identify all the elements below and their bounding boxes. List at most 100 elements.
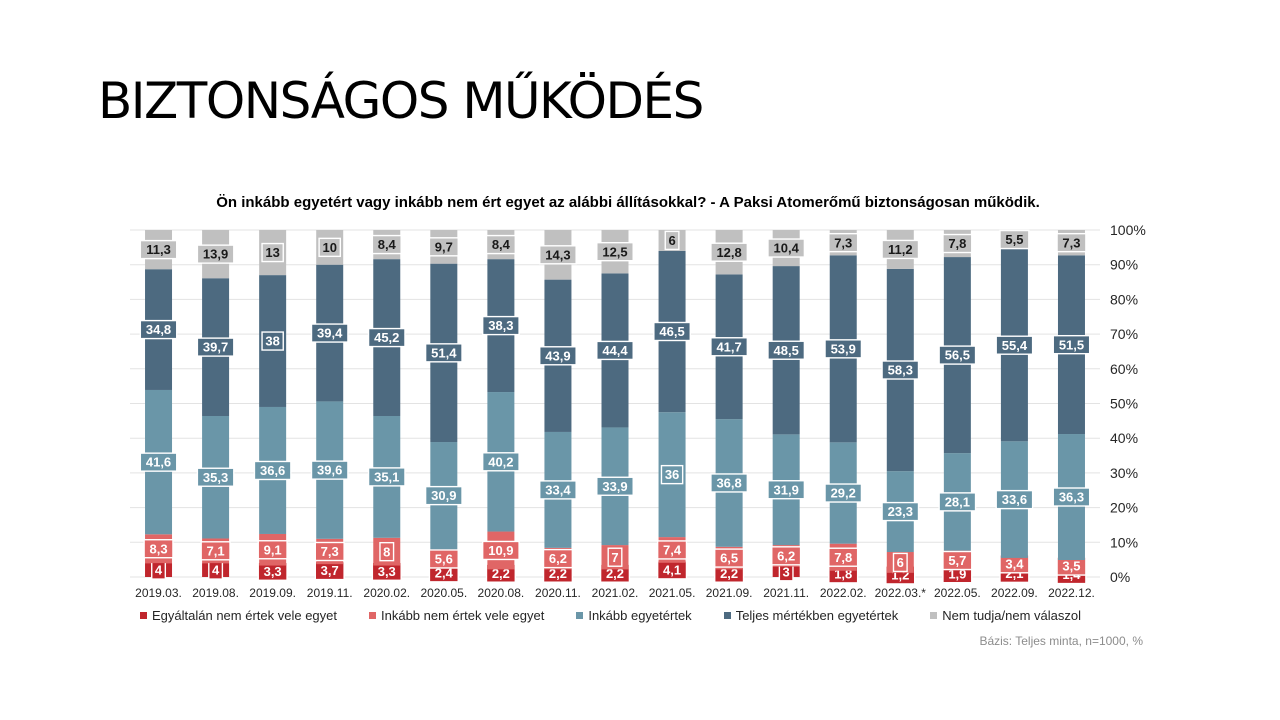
data-label: 6,5	[720, 551, 738, 566]
data-label: 40,2	[488, 454, 513, 469]
data-label: 33,9	[602, 479, 627, 494]
data-label-box	[767, 340, 806, 360]
data-label: 33,4	[545, 483, 571, 498]
x-tick-label: 2021.09.	[706, 586, 753, 600]
data-label: 51,5	[1059, 337, 1084, 352]
data-label-box	[942, 233, 973, 254]
data-label-box	[881, 501, 920, 522]
data-label-box	[428, 237, 459, 257]
data-label: 38	[265, 334, 279, 349]
slide-title: BIZTONSÁGOS MŰKÖDÉS	[98, 72, 704, 130]
data-label: 10,4	[774, 241, 800, 256]
data-label: 45,2	[374, 330, 399, 345]
y-tick-label: 100%	[1110, 222, 1146, 238]
data-label: 4	[155, 563, 163, 578]
data-label: 2,2	[549, 566, 567, 581]
data-label-box	[881, 360, 920, 380]
data-label: 39,6	[317, 463, 342, 478]
data-label: 12,8	[716, 245, 741, 260]
y-tick-label: 40%	[1110, 430, 1138, 446]
x-tick-label: 2020.02.	[363, 586, 410, 600]
data-label-box	[424, 485, 463, 506]
data-label: 7	[611, 550, 618, 565]
data-label: 7,3	[834, 235, 852, 250]
data-label: 51,4	[431, 345, 457, 360]
data-label: 7,8	[834, 550, 852, 565]
data-label: 14,3	[545, 247, 570, 262]
data-label: 34,8	[146, 322, 171, 337]
data-label: 29,2	[831, 486, 856, 501]
data-label-box	[200, 541, 231, 561]
data-label-box	[539, 480, 577, 500]
data-label: 36	[665, 467, 679, 482]
data-label: 7,8	[948, 236, 966, 251]
data-label-box	[196, 244, 235, 264]
data-label: 38,3	[488, 318, 513, 333]
data-label: 55,4	[1002, 338, 1028, 353]
data-label: 6	[897, 555, 904, 570]
data-label: 53,9	[831, 341, 856, 356]
data-label: 3,4	[1005, 556, 1024, 571]
data-label: 10,9	[488, 543, 513, 558]
data-label: 2,2	[606, 566, 624, 581]
data-label: 36,6	[260, 463, 285, 478]
data-label: 8,4	[492, 237, 511, 252]
base-note: Bázis: Teljes minta, n=1000, %	[979, 634, 1143, 648]
data-label: 8,3	[149, 541, 167, 556]
data-label-box	[995, 489, 1034, 510]
data-label-box	[767, 480, 806, 500]
data-label: 5,7	[948, 553, 966, 568]
x-tick-label: 2019.08.	[192, 586, 239, 600]
data-label: 3,5	[1062, 559, 1080, 574]
data-label-box	[596, 340, 634, 361]
data-label: 36,3	[1059, 490, 1084, 505]
y-tick-label: 50%	[1110, 396, 1138, 412]
y-tick-label: 20%	[1110, 500, 1138, 516]
data-label-box	[539, 346, 577, 366]
y-tick-label: 90%	[1110, 257, 1138, 273]
y-tick-label: 30%	[1110, 465, 1138, 481]
chart-title: Ön inkább egyetért vagy inkább nem ért e…	[216, 194, 1040, 211]
legend-label: Nem tudja/nem válaszol	[942, 608, 1082, 623]
data-label: 41,7	[716, 339, 741, 354]
x-tick-label: 2020.11.	[535, 586, 581, 600]
data-label: 3	[783, 564, 790, 579]
data-label: 11,3	[146, 242, 171, 257]
data-label: 6	[668, 233, 675, 248]
data-label: 8,4	[378, 237, 397, 252]
legend-item-egyaltalan-nem: Egyáltalán nem értek vele egyet	[140, 608, 337, 623]
data-label: 43,9	[545, 348, 570, 363]
data-label-box	[653, 321, 691, 342]
data-label-box	[710, 242, 749, 262]
data-label-box	[371, 234, 402, 255]
x-tick-label: 2019.11.	[307, 586, 353, 600]
data-label-box	[253, 460, 292, 481]
data-label: 35,1	[374, 469, 399, 484]
data-label: 56,5	[945, 348, 970, 363]
data-label-box	[828, 232, 859, 253]
data-label: 48,5	[774, 343, 799, 358]
data-label-box	[824, 339, 863, 359]
data-label: 9,1	[264, 542, 282, 557]
data-label: 6,2	[549, 551, 567, 566]
data-label-box	[139, 452, 178, 472]
data-label-box	[995, 335, 1034, 355]
data-label-box	[539, 245, 577, 265]
data-label-box	[1052, 334, 1091, 355]
data-label-box	[771, 546, 802, 566]
data-label: 2,2	[492, 566, 510, 581]
data-label-box	[261, 242, 284, 263]
data-label: 7,1	[207, 543, 225, 558]
x-tick-label: 2022.03.*	[875, 586, 927, 600]
data-label-box	[139, 319, 178, 340]
legend-label: Egyáltalán nem értek vele egyet	[152, 608, 337, 623]
legend-swatch	[930, 612, 938, 619]
data-label-box	[367, 467, 406, 487]
data-label-box	[139, 239, 178, 260]
data-label: 46,5	[659, 324, 684, 339]
data-label-box	[196, 467, 235, 487]
data-label-box	[824, 483, 863, 503]
data-label-box	[310, 323, 349, 343]
data-label: 2,2	[720, 566, 738, 581]
